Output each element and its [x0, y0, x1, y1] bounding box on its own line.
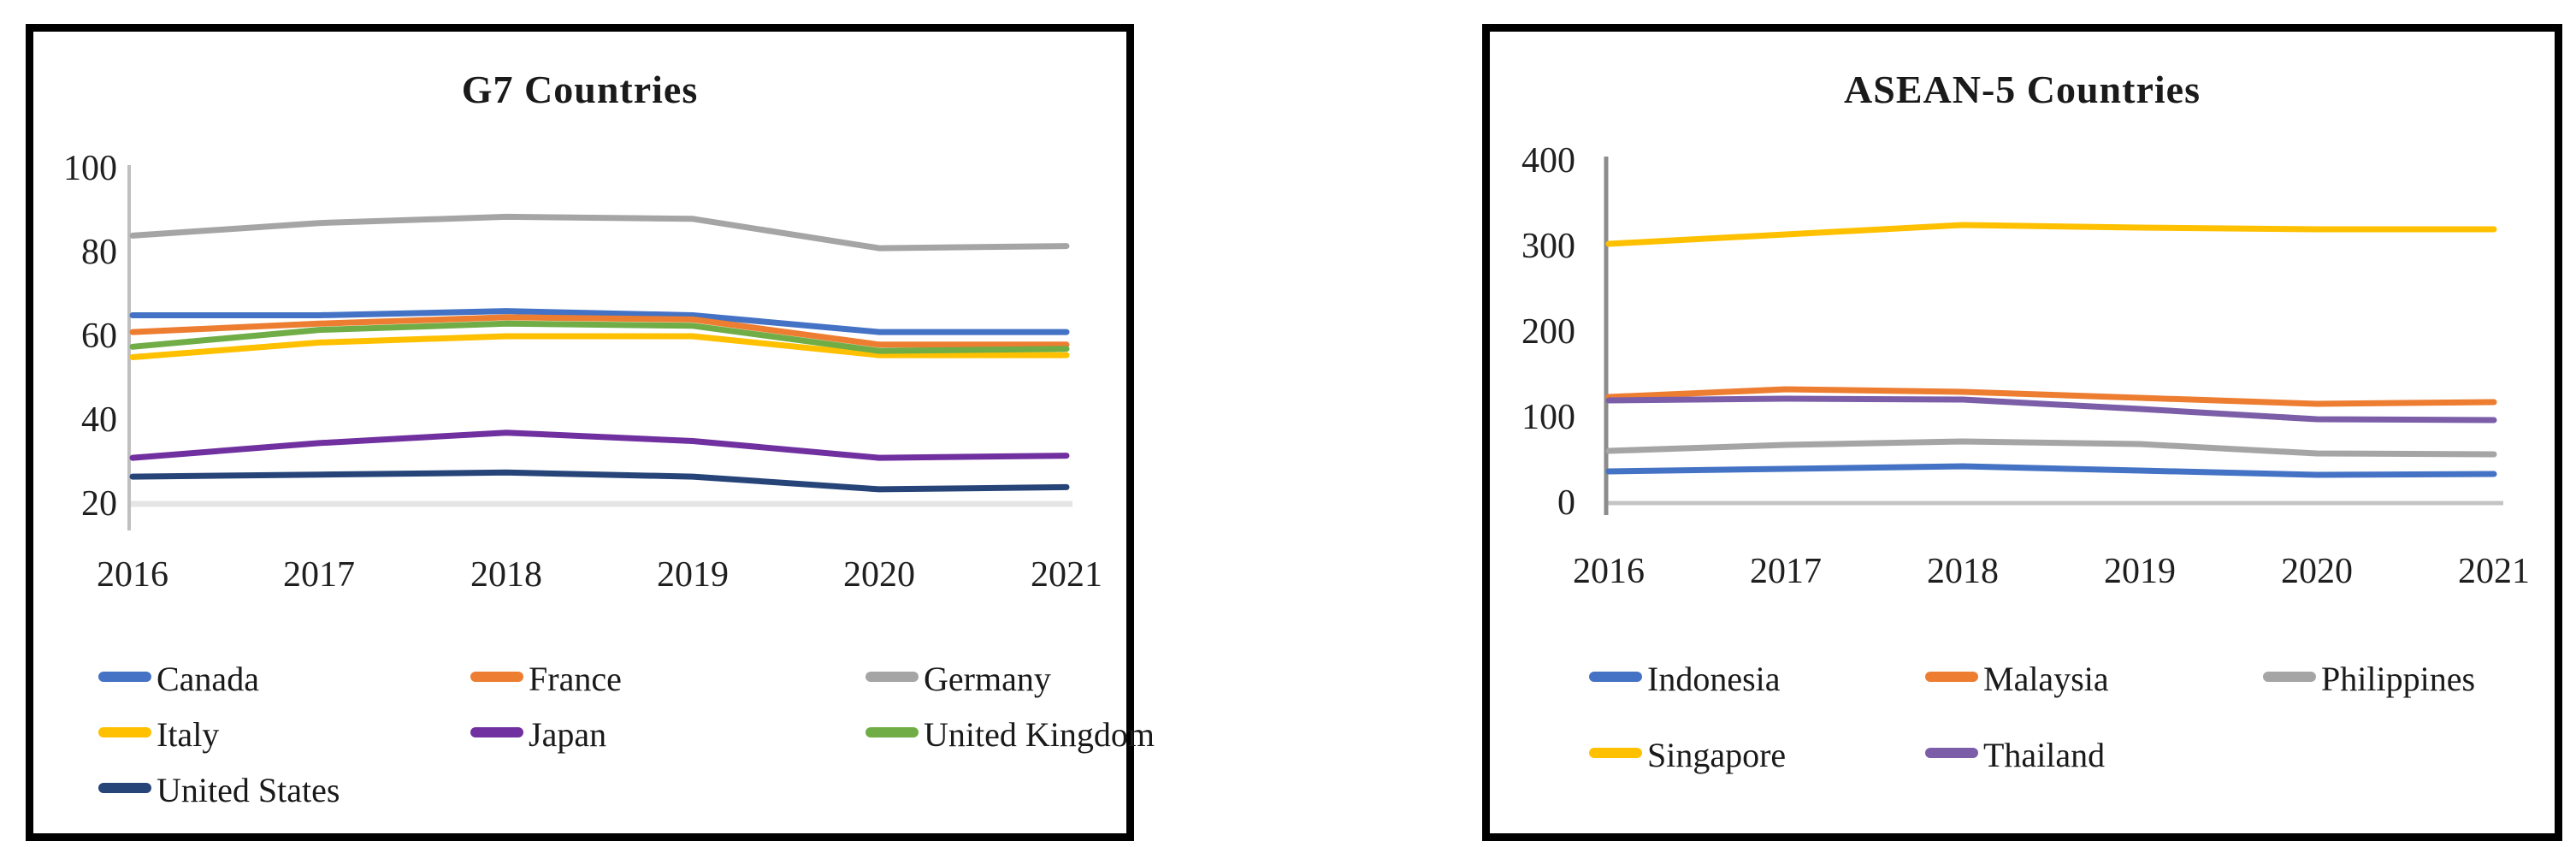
series-line-japan: [129, 429, 1070, 461]
legend-swatch-malaysia: [1925, 671, 1978, 682]
series-line-thailand: [1605, 395, 2497, 424]
y-tick-label: 300: [1521, 227, 1575, 266]
legend-label: United Kingdom: [924, 714, 1155, 754]
series-line-singapore: [1605, 222, 2497, 247]
legend-label: France: [529, 659, 622, 698]
y-tick-label: 100: [63, 149, 117, 188]
legend-swatch-singapore: [1589, 747, 1642, 758]
legend-swatch-philippines: [2263, 671, 2316, 682]
y-tick-label: 20: [81, 484, 117, 524]
legend-item-france: France: [470, 656, 622, 698]
legend-item-italy: Italy: [98, 712, 220, 754]
legend-item-germany: Germany: [866, 656, 1051, 698]
x-tick-label: 2018: [1927, 552, 1999, 591]
series-line-canada: [129, 308, 1070, 335]
series-line-italy: [129, 333, 1070, 360]
legend-swatch-canada: [98, 671, 151, 682]
y-tick-label: 60: [81, 317, 117, 356]
x-tick-label: 2016: [97, 555, 168, 595]
y-tick-label: 40: [81, 400, 117, 440]
legend-label: Malaysia: [1983, 659, 2109, 698]
series-line-france: [129, 314, 1070, 348]
legend-item-thailand: Thailand: [1925, 732, 2106, 774]
series-line-malaysia: [1605, 386, 2497, 407]
legend-swatch-united-kingdom: [866, 726, 919, 737]
y-tick-label: 0: [1557, 483, 1575, 523]
legend-item-united-kingdom: United Kingdom: [866, 712, 1155, 754]
asean5-chart-panel: ASEAN-5 Countries 400 300 200 100 0 2016 2017 2…: [1482, 24, 2562, 841]
legend-item-malaysia: Malaysia: [1925, 656, 2109, 698]
legend-label: Canada: [157, 659, 259, 698]
y-tick-label: 80: [81, 233, 117, 272]
y-tick-label: 100: [1521, 398, 1575, 437]
series-line-united-kingdom: [129, 320, 1070, 354]
legend-label: Indonesia: [1647, 659, 1781, 698]
legend-label: Thailand: [1983, 735, 2106, 774]
legend-item-indonesia: Indonesia: [1589, 656, 1781, 698]
legend-item-canada: Canada: [98, 656, 259, 698]
x-tick-label: 2020: [2281, 552, 2353, 591]
series-line-germany: [129, 213, 1070, 252]
legend-swatch-france: [470, 671, 523, 682]
g7-chart-panel: G7 Countries 100 80 60 40 20 2016 2017 2018 2019…: [26, 24, 1155, 841]
asean5-chart-title: ASEAN-5 Countries: [1844, 68, 2201, 111]
x-tick-label: 2016: [1573, 552, 1645, 591]
legend-swatch-italy: [98, 726, 151, 737]
asean5-plot-area: 400 300 200 100 0 2016 2017 2018 2019 2020 2021: [1521, 141, 2530, 591]
g7-chart-title: G7 Countries: [461, 68, 699, 111]
x-tick-label: 2018: [470, 555, 542, 595]
legend-label: Italy: [157, 714, 220, 754]
x-tick-label: 2019: [2104, 552, 2176, 591]
x-tick-label: 2017: [283, 555, 355, 595]
legend-swatch-japan: [470, 726, 523, 737]
legend-item-philippines: Philippines: [2263, 656, 2476, 698]
legend-item-japan: Japan: [470, 712, 607, 754]
legend-item-singapore: Singapore: [1589, 732, 1787, 774]
x-tick-label: 2019: [657, 555, 729, 595]
legend-item-united-states: United States: [98, 767, 340, 809]
series-line-united-states: [129, 469, 1070, 493]
legend-label: Philippines: [2321, 659, 2476, 698]
series-line-philippines: [1605, 438, 2497, 458]
legend-swatch-thailand: [1925, 747, 1978, 758]
y-tick-label: 200: [1521, 312, 1575, 352]
legend-label: Germany: [924, 659, 1051, 698]
x-tick-label: 2017: [1750, 552, 1822, 591]
legend-swatch-germany: [866, 671, 919, 682]
x-tick-label: 2021: [1031, 555, 1102, 595]
legend-swatch-indonesia: [1589, 671, 1642, 682]
x-tick-label: 2021: [2458, 552, 2530, 591]
g7-plot-area: 100 80 60 40 20 2016 2017 2018 2019 2020 2021: [63, 149, 1102, 595]
legend-label: Singapore: [1647, 735, 1787, 774]
x-tick-label: 2020: [843, 555, 915, 595]
legend-label: Japan: [529, 714, 607, 754]
legend-swatch-united-states: [98, 782, 151, 793]
y-tick-label: 400: [1521, 141, 1575, 181]
series-line-indonesia: [1605, 463, 2497, 478]
legend-label: United States: [157, 770, 340, 809]
